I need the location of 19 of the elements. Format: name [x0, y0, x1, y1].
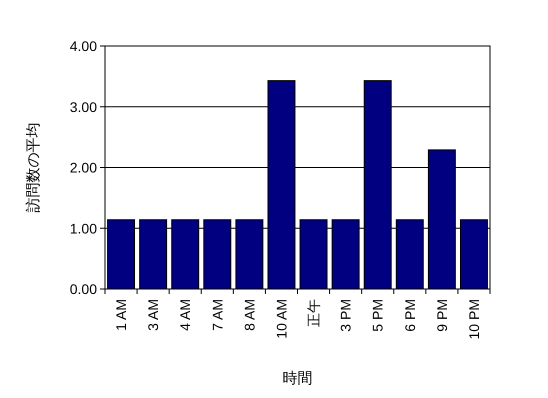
x-tick-label: 7 AM [209, 299, 226, 331]
x-tick-label: 正午 [306, 299, 322, 327]
x-tick-label: 10 AM [273, 299, 290, 339]
y-tick-label: 0.00 [70, 281, 98, 297]
x-axis-title: 時間 [282, 370, 312, 387]
y-tick-label: 2.00 [70, 160, 98, 176]
y-tick-label: 4.00 [70, 38, 98, 54]
x-tick-label: 1 AM [113, 299, 130, 331]
x-tick-label: 4 AM [177, 299, 194, 331]
x-tick-label: 5 PM [370, 299, 386, 332]
y-axis-title: 訪問数の平均 [25, 122, 42, 212]
x-tick-label: 8 AM [241, 299, 258, 331]
x-tick-label: 6 PM [402, 299, 418, 332]
x-tick-label: 3 AM [145, 299, 162, 331]
x-tick-label: 9 PM [434, 299, 450, 332]
x-tick-label: 10 PM [466, 299, 482, 340]
x-tick-label: 3 PM [338, 299, 354, 332]
y-tick-label: 3.00 [70, 98, 98, 115]
y-tick-label: 1.00 [70, 220, 98, 236]
